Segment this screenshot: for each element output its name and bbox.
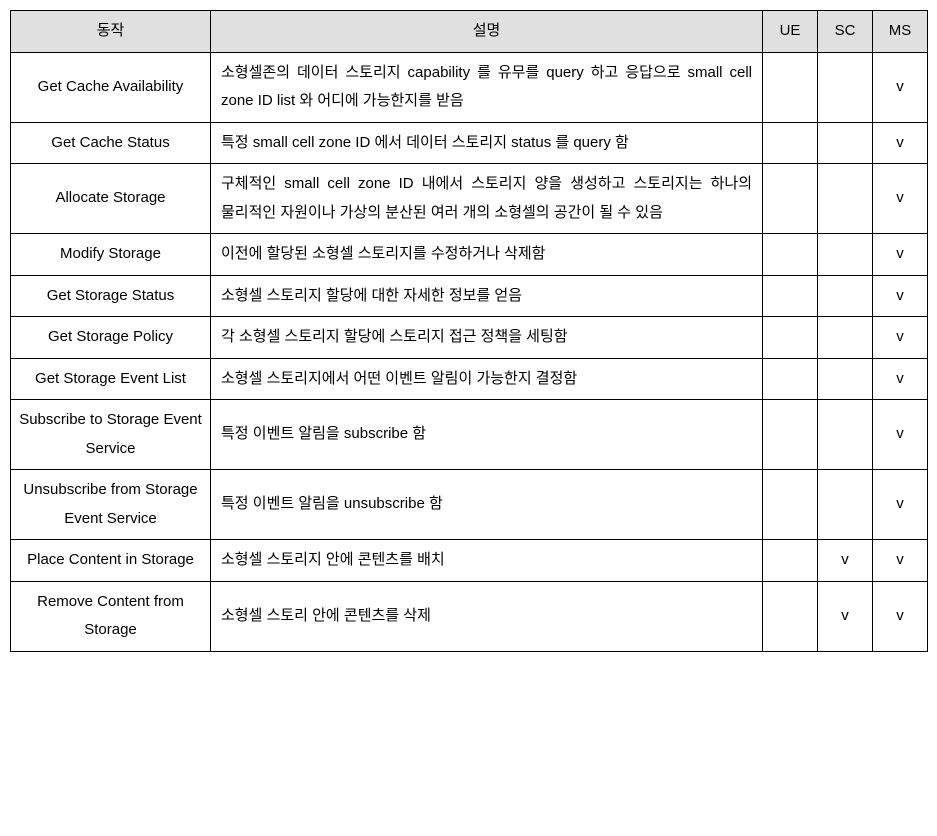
- table-header-row: 동작 설명 UE SC MS: [11, 11, 928, 53]
- sc-cell: [818, 52, 873, 122]
- sc-cell: v: [818, 540, 873, 582]
- ms-cell: v: [873, 52, 928, 122]
- action-cell: Unsubscribe from Storage Event Service: [11, 470, 211, 540]
- table-row: Place Content in Storage소형셀 스토리지 안에 콘텐츠를…: [11, 540, 928, 582]
- action-cell: Place Content in Storage: [11, 540, 211, 582]
- ue-cell: [763, 164, 818, 234]
- ue-cell: [763, 581, 818, 651]
- description-cell: 구체적인 small cell zone ID 내에서 스토리지 양을 생성하고…: [211, 164, 763, 234]
- header-action: 동작: [11, 11, 211, 53]
- ms-cell: v: [873, 540, 928, 582]
- table-row: Get Cache Availability소형셀존의 데이터 스토리지 cap…: [11, 52, 928, 122]
- table-row: Get Storage Event List소형셀 스토리지에서 어떤 이벤트 …: [11, 358, 928, 400]
- ue-cell: [763, 52, 818, 122]
- header-ue: UE: [763, 11, 818, 53]
- sc-cell: [818, 400, 873, 470]
- ue-cell: [763, 540, 818, 582]
- description-cell: 소형셀 스토리지 할당에 대한 자세한 정보를 얻음: [211, 275, 763, 317]
- table-row: Get Storage Status소형셀 스토리지 할당에 대한 자세한 정보…: [11, 275, 928, 317]
- ue-cell: [763, 275, 818, 317]
- sc-cell: [818, 164, 873, 234]
- table-row: Allocate Storage구체적인 small cell zone ID …: [11, 164, 928, 234]
- ms-cell: v: [873, 470, 928, 540]
- ms-cell: v: [873, 164, 928, 234]
- ue-cell: [763, 317, 818, 359]
- ue-cell: [763, 122, 818, 164]
- action-cell: Get Cache Status: [11, 122, 211, 164]
- sc-cell: [818, 470, 873, 540]
- sc-cell: [818, 122, 873, 164]
- sc-cell: [818, 317, 873, 359]
- header-description: 설명: [211, 11, 763, 53]
- description-cell: 이전에 할당된 소형셀 스토리지를 수정하거나 삭제함: [211, 234, 763, 276]
- ue-cell: [763, 470, 818, 540]
- action-cell: Modify Storage: [11, 234, 211, 276]
- description-cell: 각 소형셀 스토리지 할당에 스토리지 접근 정책을 세팅함: [211, 317, 763, 359]
- description-cell: 소형셀 스토리지에서 어떤 이벤트 알림이 가능한지 결정함: [211, 358, 763, 400]
- description-cell: 소형셀존의 데이터 스토리지 capability 를 유무를 query 하고…: [211, 52, 763, 122]
- ms-cell: v: [873, 122, 928, 164]
- table-row: Subscribe to Storage Event Service특정 이벤트…: [11, 400, 928, 470]
- description-cell: 특정 small cell zone ID 에서 데이터 스토리지 status…: [211, 122, 763, 164]
- table-row: Unsubscribe from Storage Event Service특정…: [11, 470, 928, 540]
- action-cell: Remove Content from Storage: [11, 581, 211, 651]
- table-body: Get Cache Availability소형셀존의 데이터 스토리지 cap…: [11, 52, 928, 651]
- action-cell: Get Cache Availability: [11, 52, 211, 122]
- sc-cell: [818, 275, 873, 317]
- action-cell: Get Storage Policy: [11, 317, 211, 359]
- action-cell: Subscribe to Storage Event Service: [11, 400, 211, 470]
- action-cell: Get Storage Status: [11, 275, 211, 317]
- description-cell: 특정 이벤트 알림을 subscribe 함: [211, 400, 763, 470]
- description-cell: 소형셀 스토리지 안에 콘텐츠를 배치: [211, 540, 763, 582]
- table-row: Get Storage Policy각 소형셀 스토리지 할당에 스토리지 접근…: [11, 317, 928, 359]
- ue-cell: [763, 358, 818, 400]
- action-cell: Get Storage Event List: [11, 358, 211, 400]
- ms-cell: v: [873, 234, 928, 276]
- header-ms: MS: [873, 11, 928, 53]
- sc-cell: v: [818, 581, 873, 651]
- action-cell: Allocate Storage: [11, 164, 211, 234]
- ms-cell: v: [873, 400, 928, 470]
- description-cell: 소형셀 스토리 안에 콘텐츠를 삭제: [211, 581, 763, 651]
- table-row: Remove Content from Storage소형셀 스토리 안에 콘텐…: [11, 581, 928, 651]
- ms-cell: v: [873, 317, 928, 359]
- ms-cell: v: [873, 581, 928, 651]
- ue-cell: [763, 234, 818, 276]
- table-row: Modify Storage이전에 할당된 소형셀 스토리지를 수정하거나 삭제…: [11, 234, 928, 276]
- sc-cell: [818, 358, 873, 400]
- sc-cell: [818, 234, 873, 276]
- table-row: Get Cache Status특정 small cell zone ID 에서…: [11, 122, 928, 164]
- ms-cell: v: [873, 358, 928, 400]
- ms-cell: v: [873, 275, 928, 317]
- storage-api-table: 동작 설명 UE SC MS Get Cache Availability소형셀…: [10, 10, 928, 652]
- ue-cell: [763, 400, 818, 470]
- header-sc: SC: [818, 11, 873, 53]
- description-cell: 특정 이벤트 알림을 unsubscribe 함: [211, 470, 763, 540]
